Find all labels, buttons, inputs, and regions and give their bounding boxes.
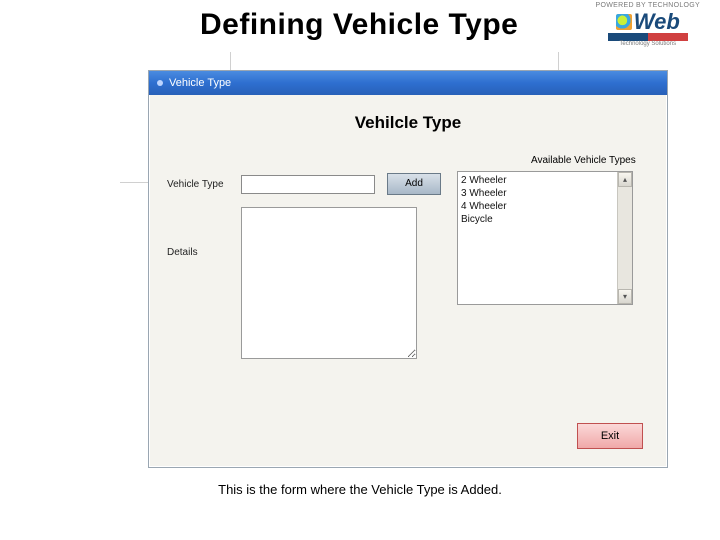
- form-heading: Vehilcle Type: [161, 113, 655, 133]
- list-item[interactable]: 4 Wheeler: [461, 200, 614, 213]
- slide-title: Defining Vehicle Type: [200, 8, 518, 42]
- details-textarea[interactable]: [241, 207, 417, 359]
- logo-text: Web: [634, 9, 680, 35]
- slide-caption: This is the form where the Vehicle Type …: [0, 482, 720, 497]
- listbox-scrollbar[interactable]: ▴ ▾: [617, 172, 632, 304]
- logo-tagline: POWERED BY TECHNOLOGY: [596, 2, 700, 9]
- logo-bar-icon: [608, 33, 688, 41]
- listbox-items: 2 Wheeler 3 Wheeler 4 Wheeler Bicycle: [458, 172, 617, 304]
- scroll-down-icon[interactable]: ▾: [618, 289, 632, 304]
- logo-main: Web: [616, 9, 680, 35]
- logo-burst-icon: [616, 14, 632, 30]
- available-types-label: Available Vehicle Types: [531, 155, 636, 166]
- logo-subtext: Technology Solutions: [619, 41, 676, 47]
- list-item[interactable]: 2 Wheeler: [461, 174, 614, 187]
- vehicle-type-window: Vehicle Type Vehilcle Type Available Veh…: [148, 70, 668, 468]
- scroll-up-icon[interactable]: ▴: [618, 172, 632, 187]
- vehicle-type-input[interactable]: [241, 175, 375, 194]
- add-button[interactable]: Add: [387, 173, 441, 195]
- list-item[interactable]: 3 Wheeler: [461, 187, 614, 200]
- title-bar: Vehicle Type: [149, 71, 667, 95]
- vehicle-type-label: Vehicle Type: [167, 179, 241, 190]
- title-bar-icon: [157, 80, 163, 86]
- decorative-rule: [120, 182, 148, 183]
- vehicle-type-row: Vehicle Type Add: [167, 173, 441, 195]
- logo: POWERED BY TECHNOLOGY Web Technology Sol…: [596, 2, 700, 47]
- list-item[interactable]: Bicycle: [461, 213, 614, 226]
- decorative-rule: [230, 52, 231, 72]
- details-label: Details: [167, 247, 198, 258]
- window-title: Vehicle Type: [169, 77, 231, 89]
- decorative-rule: [558, 52, 559, 72]
- form-body: Vehilcle Type Available Vehicle Types Ve…: [149, 95, 667, 467]
- available-types-listbox[interactable]: 2 Wheeler 3 Wheeler 4 Wheeler Bicycle ▴ …: [457, 171, 633, 305]
- exit-button[interactable]: Exit: [577, 423, 643, 449]
